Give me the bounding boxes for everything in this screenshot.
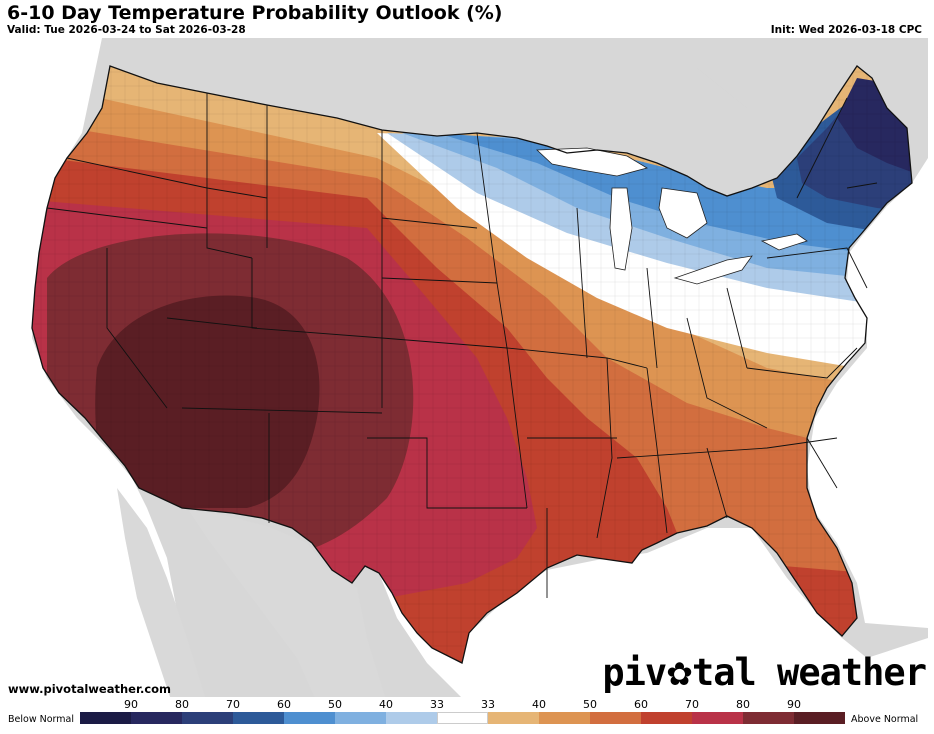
mexico-land (187, 508, 387, 703)
surrounding-land (687, 38, 928, 118)
legend-above-label: Above Normal (851, 714, 919, 725)
canada-east (687, 38, 928, 118)
state-border (686, 317, 768, 429)
color-legend: 90 80 70 60 50 40 33 33 40 50 60 70 80 90 Below Norma… (0, 697, 934, 734)
legend-below-label: Below Normal (8, 714, 74, 725)
state-border (806, 437, 838, 489)
legend-swatch (641, 712, 692, 724)
state-border (846, 182, 878, 189)
legend-tick-label: 60 (634, 698, 648, 711)
legend-ticks: 90 80 70 60 50 40 33 33 40 50 60 70 80 90 (80, 698, 847, 711)
state-border (646, 267, 658, 369)
probability-band (837, 78, 912, 178)
brand-logo: piv✿tal weather (602, 651, 927, 694)
atlantic-ocean (807, 158, 928, 628)
state-border (381, 217, 478, 229)
state-border (381, 337, 508, 349)
gulf-of-mexico (379, 528, 928, 703)
lake-ontario (760, 233, 808, 251)
outlook-map[interactable] (7, 38, 928, 703)
legend-swatch (488, 712, 539, 724)
outlook-map-svg (7, 38, 928, 703)
legend-swatch (539, 712, 590, 724)
state-border (576, 207, 588, 359)
great-lakes (536, 147, 808, 285)
state-border (596, 357, 613, 539)
legend-swatch (692, 712, 743, 724)
state-border (646, 367, 668, 534)
page-title: 6-10 Day Temperature Probability Outlook… (7, 2, 503, 24)
brand-text-right: tal weather (691, 651, 927, 694)
state-border (746, 347, 858, 379)
state-border (206, 93, 253, 259)
legend-tick-label: 70 (685, 698, 699, 711)
state-border (726, 287, 748, 369)
probability-band (95, 295, 320, 508)
legend-tick-label: 33 (481, 698, 495, 711)
legend-tick-label: 60 (277, 698, 291, 711)
state-border (46, 207, 208, 229)
legend-tick-label: 50 (583, 698, 597, 711)
brand-text-left: piv (602, 651, 667, 694)
gear-icon: ✿ (666, 655, 693, 693)
legend-swatch (80, 712, 131, 724)
state-border (106, 248, 168, 409)
lake-superior (536, 147, 649, 177)
legend-colorbar (80, 712, 845, 724)
legend-swatch (794, 712, 845, 724)
legend-swatch (743, 712, 794, 724)
legend-tick-label: 40 (379, 698, 393, 711)
state-border (766, 247, 868, 289)
legend-tick-label: 90 (787, 698, 801, 711)
lake-erie (673, 255, 753, 285)
legend-tick-label: 33 (430, 698, 444, 711)
ocean-and-lakes (7, 38, 928, 703)
state-border (181, 407, 383, 414)
state-border (166, 317, 258, 329)
legend-swatch (233, 712, 284, 724)
state-border (251, 258, 383, 339)
state-border (616, 437, 838, 459)
valid-period: Valid: Tue 2026-03-24 to Sat 2026-03-28 (7, 24, 246, 36)
lake-huron (658, 187, 708, 239)
legend-tick-label: 40 (532, 698, 546, 711)
state-border (381, 277, 498, 284)
legend-tick-label: 50 (328, 698, 342, 711)
baja-peninsula (117, 488, 207, 703)
legend-swatch (335, 712, 386, 724)
website-url[interactable]: www.pivotalweather.com (8, 682, 172, 696)
legend-tick-label: 80 (736, 698, 750, 711)
legend-tick-label: 70 (226, 698, 240, 711)
state-border (367, 437, 527, 509)
state-borders (46, 93, 878, 598)
lake-michigan (609, 187, 633, 271)
legend-swatch (182, 712, 233, 724)
legend-swatch (386, 712, 437, 724)
legend-swatch (284, 712, 335, 724)
legend-tick-label: 90 (124, 698, 138, 711)
state-border (476, 132, 528, 509)
state-border (796, 97, 848, 199)
legend-tick-label: 80 (175, 698, 189, 711)
legend-swatch (590, 712, 641, 724)
init-time: Init: Wed 2026-03-18 CPC (770, 24, 922, 36)
legend-swatch (131, 712, 182, 724)
state-border (706, 447, 728, 519)
legend-swatch (437, 712, 488, 724)
